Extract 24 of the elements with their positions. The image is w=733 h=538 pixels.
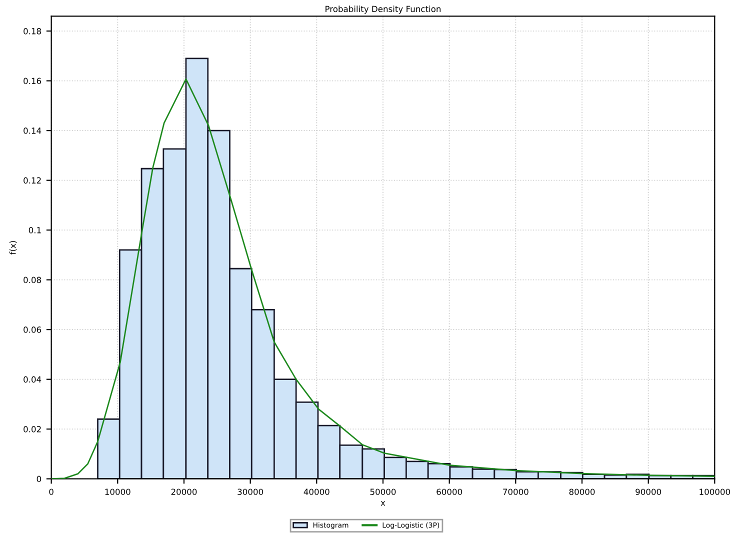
x-tick-label: 0 <box>49 488 54 495</box>
x-tick-label: 40000 <box>304 488 330 495</box>
y-tick-label: 0.06 <box>24 326 42 333</box>
y-tick-label: 0.14 <box>24 128 42 134</box>
y-tick-label: 0.18 <box>24 28 42 34</box>
x-tick-label: 100000 <box>700 488 730 495</box>
x-tick-label: 30000 <box>238 488 264 495</box>
y-axis-title: f(x) <box>9 241 17 254</box>
x-axis-title: x <box>380 501 386 506</box>
y-tick-label: 0.12 <box>24 177 41 184</box>
x-tick-label: 50000 <box>370 488 396 495</box>
x-tick-label: 90000 <box>636 488 662 495</box>
x-tick-label: 10000 <box>105 488 130 495</box>
x-tick-label: 70000 <box>503 488 528 495</box>
y-tick-label: 0.1 <box>28 227 41 234</box>
y-tick-label: 0.02 <box>24 426 41 432</box>
x-tick-label: 80000 <box>569 488 595 495</box>
y-tick-label: 0.08 <box>24 276 42 284</box>
y-tick-label: 0 <box>36 476 42 482</box>
y-tick-label: 0.04 <box>24 376 42 383</box>
x-tick-label: 20000 <box>171 488 197 495</box>
chart-title: Probability Density Function <box>326 6 441 14</box>
y-tick-label: 0.16 <box>24 78 42 84</box>
x-tick-label: 60000 <box>436 488 462 495</box>
